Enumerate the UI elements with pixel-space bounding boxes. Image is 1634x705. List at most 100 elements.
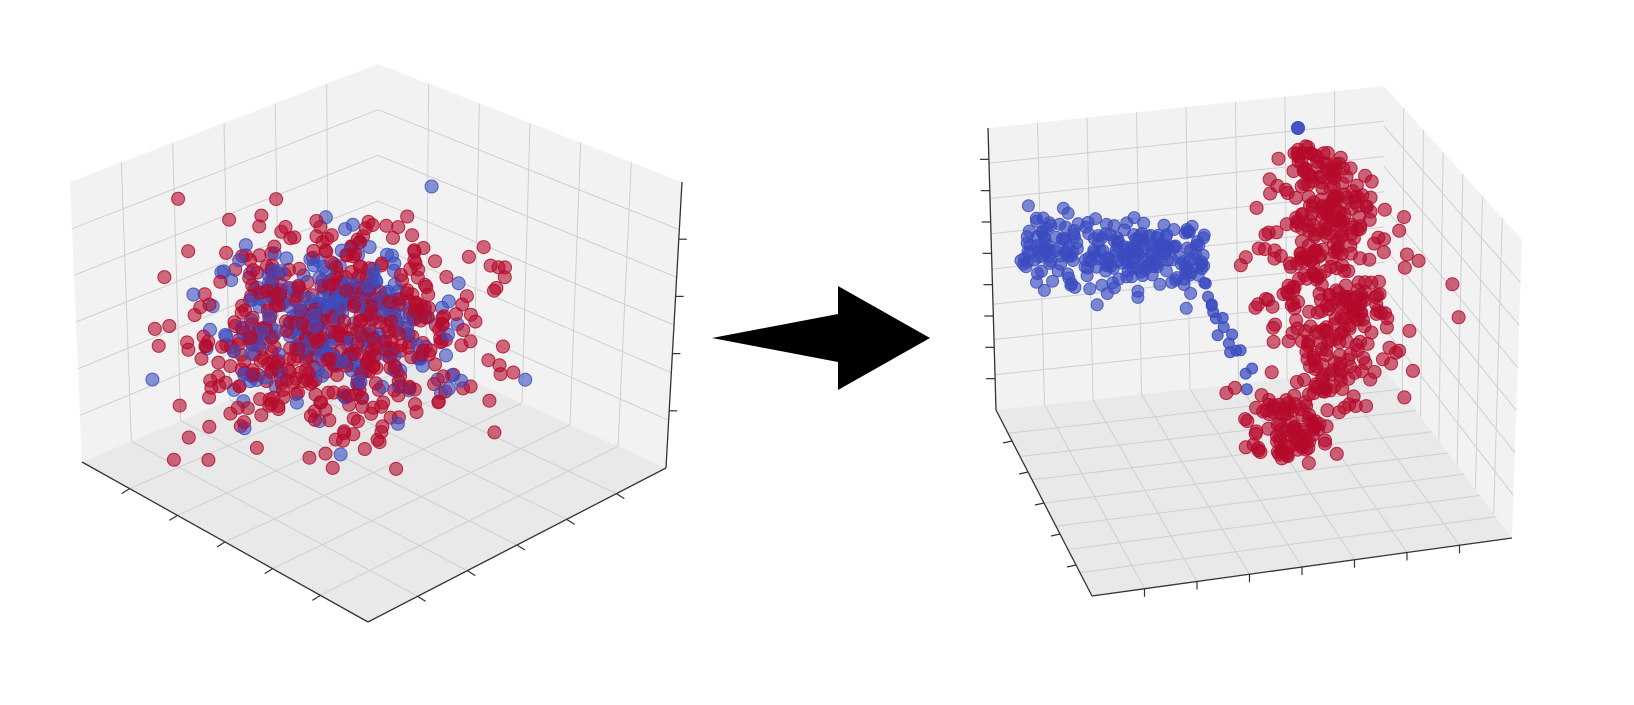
scatter-point	[1364, 174, 1379, 189]
scatter-point	[1264, 365, 1279, 380]
scatter-point	[402, 381, 417, 396]
scatter-point	[1111, 236, 1125, 250]
scatter-point	[219, 245, 234, 260]
left-ticks	[121, 238, 687, 602]
scatter-point	[238, 238, 253, 253]
scatter-point	[1319, 298, 1334, 313]
scatter-point	[506, 365, 521, 380]
scatter-point	[350, 232, 365, 247]
scatter-point	[1270, 444, 1285, 459]
scatter-point	[1064, 278, 1078, 292]
scatter-point	[310, 335, 325, 350]
scatter-point	[382, 295, 397, 310]
left-x-tick	[264, 568, 273, 575]
scatter-point	[1332, 405, 1347, 420]
scatter-point	[330, 368, 345, 382]
right-side-gridline	[1474, 195, 1484, 490]
scatter-point	[1372, 274, 1386, 289]
scatter-point	[1297, 372, 1311, 387]
scatter-point	[237, 415, 252, 430]
scatter-point	[454, 373, 468, 388]
scatter-point	[1304, 206, 1319, 221]
scatter-point	[1042, 216, 1056, 230]
scatter-point	[1054, 257, 1068, 271]
scatter-point	[431, 395, 446, 410]
scatter-point	[1367, 236, 1382, 251]
scatter-point	[391, 388, 406, 403]
scatter-point	[1104, 259, 1118, 273]
scatter-point	[262, 309, 277, 324]
scatter-point	[1029, 211, 1043, 225]
scatter-point	[230, 400, 245, 415]
scatter-point	[411, 262, 426, 277]
scatter-point	[1199, 277, 1212, 290]
scatter-point	[1185, 219, 1199, 233]
scatter-point	[1217, 321, 1230, 334]
scatter-point	[1341, 352, 1356, 367]
scatter-point	[269, 192, 284, 207]
scatter-point	[232, 253, 247, 268]
left-y-tick	[616, 493, 625, 500]
scatter-point	[243, 330, 258, 345]
left-pane-back-right	[378, 64, 682, 468]
scatter-point	[1080, 269, 1094, 283]
scatter-point	[1327, 379, 1342, 394]
scatter-point	[1314, 342, 1329, 357]
scatter-point	[1276, 287, 1291, 302]
right-pane-side	[1384, 86, 1522, 538]
scatter-point	[364, 406, 379, 421]
scatter-point	[1132, 232, 1146, 246]
scatter-point	[1262, 172, 1277, 187]
scatter-point	[1234, 344, 1247, 357]
scatter-point	[1035, 226, 1049, 240]
scatter-point	[1153, 277, 1167, 291]
scatter-point	[1397, 390, 1412, 405]
scatter-point	[416, 343, 431, 358]
left-y-tick	[467, 570, 476, 577]
right-side-gridline	[1383, 166, 1520, 326]
right-floor-gridline	[1055, 473, 1465, 527]
scatter-point	[1306, 417, 1321, 432]
scatter-point	[259, 283, 274, 298]
scatter-point	[421, 301, 436, 316]
scatter-point	[181, 244, 196, 259]
scatter-point	[1273, 430, 1288, 444]
scatter-point	[335, 354, 349, 369]
scatter-point	[196, 329, 211, 344]
scatter-point	[292, 261, 307, 276]
scatter-point	[333, 447, 348, 462]
scatter-point	[1299, 398, 1314, 413]
scatter-point	[1363, 372, 1378, 387]
right-scatter-points	[1014, 121, 1466, 471]
scatter-point	[1197, 228, 1211, 242]
scatter-point	[299, 353, 314, 368]
right-floor-gridline	[1043, 452, 1449, 504]
scatter-point	[1405, 363, 1420, 378]
scatter-point	[1211, 329, 1224, 342]
scatter-point	[1399, 247, 1414, 262]
scatter-point	[1306, 350, 1321, 365]
scatter-point	[1282, 256, 1297, 271]
scatter-point	[1020, 230, 1034, 244]
scatter-point	[492, 358, 507, 373]
scatter-point	[407, 243, 422, 258]
left-y-tick	[417, 595, 426, 602]
scatter-point	[180, 335, 195, 350]
scatter-point	[292, 280, 306, 295]
scatter-point	[171, 191, 186, 206]
scatter-point	[303, 408, 318, 423]
scatter-point	[1445, 277, 1460, 292]
scatter-point	[441, 294, 456, 309]
scatter-point	[344, 265, 359, 279]
scatter-point	[302, 450, 317, 465]
scatter-point	[382, 350, 397, 365]
scatter-point	[227, 344, 241, 359]
scatter-point	[1293, 246, 1308, 261]
scatter-point	[1254, 388, 1269, 403]
scatter-point	[213, 274, 228, 289]
left-x-tick	[312, 594, 321, 601]
scatter-point	[1059, 233, 1072, 247]
scatter-point	[1354, 364, 1369, 379]
scatter-point	[306, 258, 321, 273]
scatter-point	[496, 339, 510, 354]
